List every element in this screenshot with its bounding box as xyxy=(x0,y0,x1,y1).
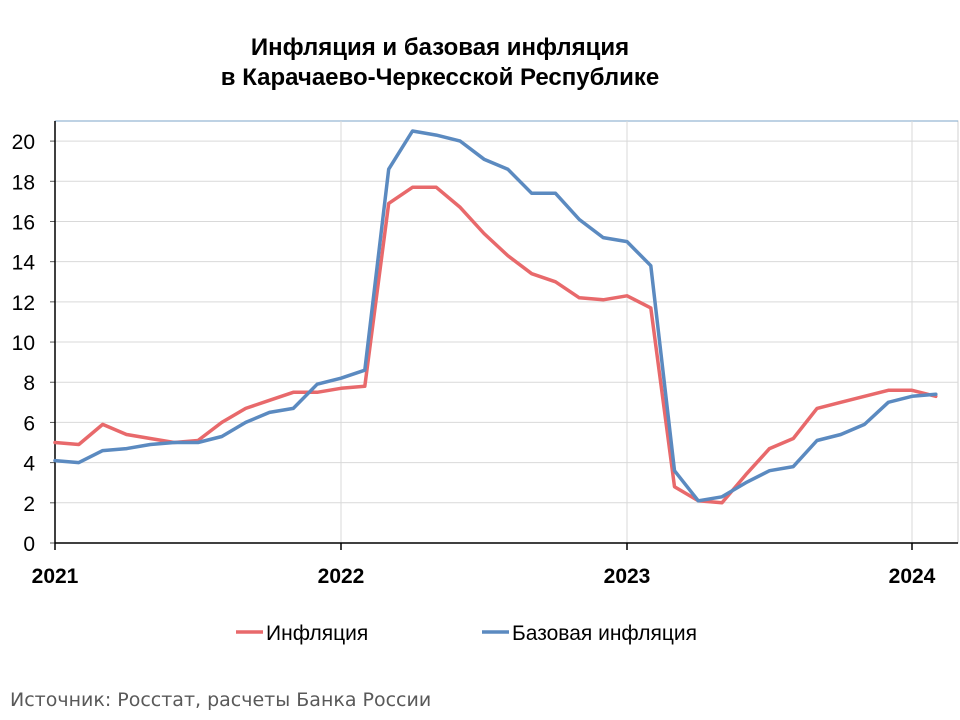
chart-title: Инфляция и базовая инфляция в Карачаево-… xyxy=(0,33,880,93)
chart-title-line1: Инфляция и базовая инфляция xyxy=(250,34,630,61)
axes xyxy=(50,121,958,550)
y-tick-label: 20 xyxy=(12,131,35,154)
x-tick-label: 2021 xyxy=(32,565,79,588)
chart-title-line2: в Карачаево-Черкесской Республике xyxy=(220,64,660,91)
legend-label-1: Инфляция xyxy=(266,622,368,645)
x-tick-label: 2022 xyxy=(318,565,365,588)
legend: Инфляция Базовая инфляция xyxy=(236,622,697,645)
gridlines xyxy=(54,120,959,544)
y-tick-label: 8 xyxy=(23,372,35,395)
y-tick-label: 2 xyxy=(23,493,35,516)
series-lines xyxy=(53,129,938,505)
y-tick-label: 0 xyxy=(23,533,35,556)
series-line-1 xyxy=(53,185,938,505)
y-tick-label: 6 xyxy=(23,412,35,435)
source-note: Источник: Росстат, расчеты Банка России xyxy=(10,689,432,711)
x-tick-labels: 2021 2022 2023 2024 xyxy=(32,565,936,588)
x-tick-label: 2024 xyxy=(889,565,936,588)
y-tick-label: 18 xyxy=(12,171,35,194)
y-tick-label: 14 xyxy=(12,252,36,275)
series-line-2 xyxy=(53,129,938,503)
y-tick-label: 12 xyxy=(12,292,35,315)
legend-label-2: Базовая инфляция xyxy=(512,622,697,645)
y-tick-label: 4 xyxy=(23,453,35,476)
y-tick-labels: 0 2 4 6 8 10 12 14 16 18 20 xyxy=(12,131,36,556)
y-tick-label: 16 xyxy=(12,211,35,234)
y-tick-label: 10 xyxy=(12,332,35,355)
x-tick-label: 2023 xyxy=(604,565,651,588)
plot-area xyxy=(54,120,959,544)
